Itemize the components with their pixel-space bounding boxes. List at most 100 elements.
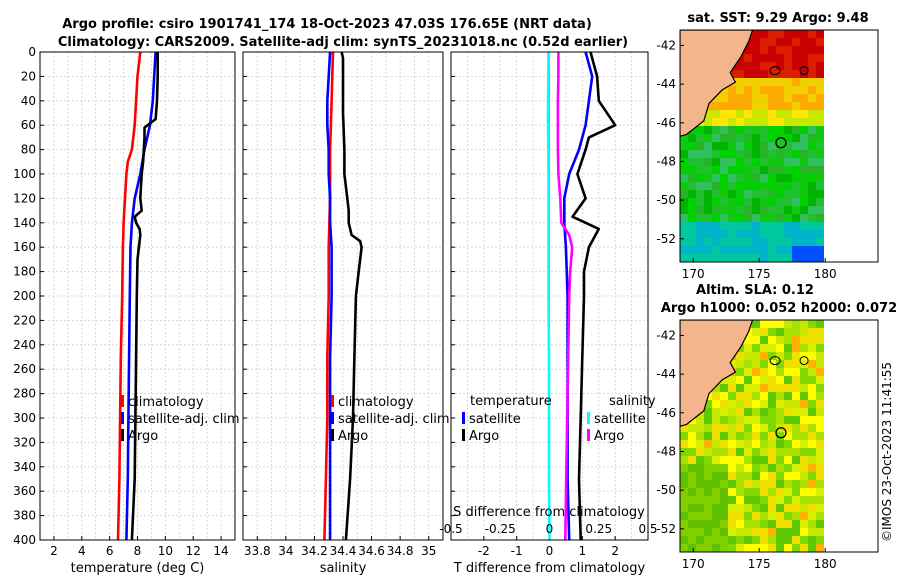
map-pixel	[760, 360, 768, 368]
sla-map-axes: 170 175 180 -42 -44 -46 -48 -50 -52	[656, 328, 836, 571]
map-pixel	[776, 392, 784, 400]
map-pixel	[760, 190, 768, 198]
map-pixel	[680, 504, 688, 512]
map-pixel	[800, 408, 808, 416]
map-pixel	[816, 78, 824, 86]
map-pixel	[720, 150, 728, 158]
map-pixel	[816, 352, 824, 360]
map-pixel	[704, 512, 712, 520]
map-pixel	[816, 360, 824, 368]
map-pixel	[736, 246, 744, 254]
map-pixel	[776, 86, 784, 94]
map-pixel	[808, 222, 816, 230]
map-pixel	[816, 424, 824, 432]
map-pixel	[792, 38, 800, 46]
map-pixel	[736, 206, 744, 214]
map-pixel	[808, 344, 816, 352]
map-pixel	[784, 472, 792, 480]
map-pixel	[712, 416, 720, 424]
map-pixel	[760, 520, 768, 528]
map-pixel	[792, 70, 800, 78]
map-pixel	[824, 54, 832, 62]
map-y-tick-label: -42	[656, 328, 676, 342]
map-pixel	[792, 198, 800, 206]
map-pixel	[744, 86, 752, 94]
map-pixel	[800, 190, 808, 198]
map-pixel	[744, 206, 752, 214]
map-pixel	[736, 198, 744, 206]
map-pixel	[808, 400, 816, 408]
map-pixel	[728, 392, 736, 400]
map-pixel	[760, 400, 768, 408]
y-tick-label: 280	[13, 387, 36, 401]
map-pixel	[728, 150, 736, 158]
series-salinity-satellite	[546, 51, 551, 541]
map-pixel	[712, 528, 720, 536]
map-pixel	[720, 222, 728, 230]
map-pixel	[824, 432, 832, 440]
map-pixel	[744, 472, 752, 480]
map-pixel	[712, 456, 720, 464]
map-pixel	[728, 488, 736, 496]
map-pixel	[776, 408, 784, 416]
map-pixel	[816, 70, 824, 78]
land-south-island	[680, 320, 754, 427]
map-pixel	[720, 376, 728, 384]
map-pixel	[760, 536, 768, 544]
map-pixel	[808, 392, 816, 400]
map-pixel	[792, 480, 800, 488]
map-pixel	[688, 142, 696, 150]
map-pixel	[800, 198, 808, 206]
map-pixel	[680, 536, 688, 544]
map-pixel	[752, 158, 760, 166]
map-pixel	[768, 320, 776, 328]
map-pixel	[792, 150, 800, 158]
map-pixel	[816, 30, 824, 38]
map-pixel	[768, 134, 776, 142]
map-pixel	[816, 190, 824, 198]
x-tick-label: 2	[50, 544, 58, 558]
map-pixel	[800, 360, 808, 368]
map-pixel	[784, 528, 792, 536]
map-pixel	[680, 496, 688, 504]
map-pixel	[760, 46, 768, 54]
map-pixel	[744, 118, 752, 126]
map-pixel	[784, 174, 792, 182]
map-pixel	[784, 464, 792, 472]
map-pixel	[680, 424, 688, 432]
map-pixel	[720, 206, 728, 214]
map-pixel	[752, 62, 760, 70]
map-pixel	[808, 254, 816, 262]
map-pixel	[744, 544, 752, 552]
map-pixel	[712, 392, 720, 400]
map-pixel	[744, 368, 752, 376]
map-pixel	[824, 464, 832, 472]
map-pixel	[776, 528, 784, 536]
map-pixel	[736, 520, 744, 528]
map-pixel	[712, 536, 720, 544]
map-pixel	[728, 480, 736, 488]
map-pixel	[760, 38, 768, 46]
axes-frame	[450, 51, 649, 541]
map-pixel	[760, 118, 768, 126]
map-pixel	[776, 472, 784, 480]
map-pixel	[784, 400, 792, 408]
map-y-tick-label: -44	[656, 77, 676, 91]
map-pixel	[776, 344, 784, 352]
sla-map-subtitle: Argo h1000: 0.052 h2000: 0.072	[661, 301, 897, 316]
sst-map-title: sat. SST: 9.29 Argo: 9.48	[687, 11, 868, 26]
map-pixel	[704, 488, 712, 496]
map-pixel	[720, 432, 728, 440]
map-pixel	[704, 528, 712, 536]
map-pixel	[712, 448, 720, 456]
map-pixel	[712, 488, 720, 496]
map-pixel	[704, 166, 712, 174]
map-pixel	[816, 150, 824, 158]
map-pixel	[760, 102, 768, 110]
map-pixel	[696, 520, 704, 528]
map-pixel	[776, 448, 784, 456]
map-pixel	[800, 230, 808, 238]
map-pixel	[688, 206, 696, 214]
map-pixel	[768, 254, 776, 262]
map-pixel	[792, 432, 800, 440]
